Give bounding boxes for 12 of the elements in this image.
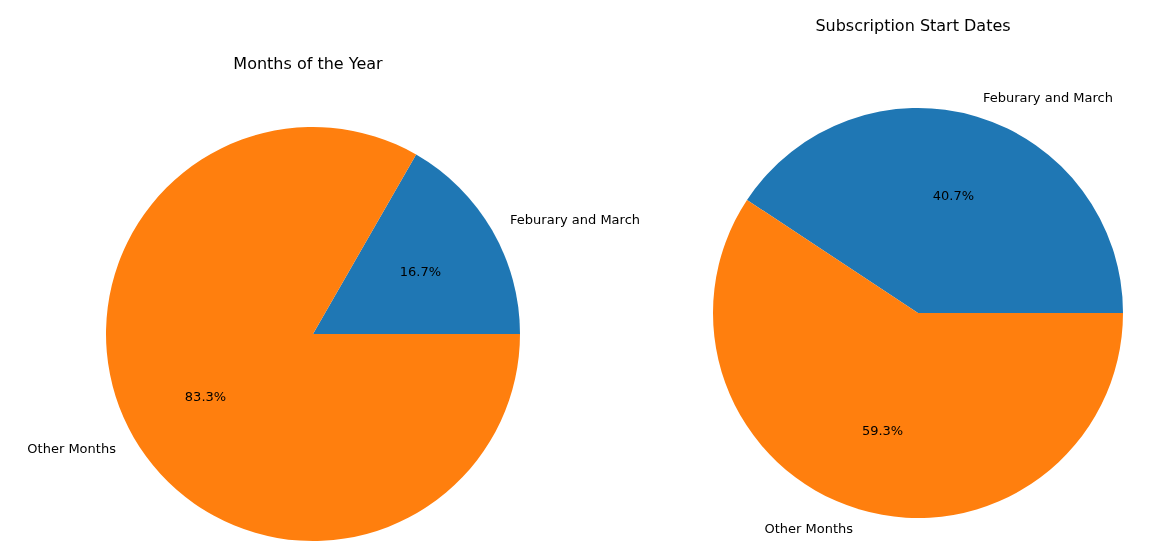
pie-slice (747, 108, 1123, 313)
pie-slice (713, 199, 1123, 518)
slice-label: Other Months (764, 521, 854, 537)
chart-title: Months of the Year (233, 53, 384, 73)
slice-label: Feburary and March (510, 212, 641, 228)
data-label: 40.7% (932, 187, 975, 203)
data-label: 83.3% (184, 388, 227, 404)
data-label: 59.3% (861, 423, 904, 439)
data-label: 16.7% (399, 264, 442, 280)
chart-title: Subscription Start Dates (815, 15, 1011, 35)
slice-label: Feburary and March (982, 89, 1113, 105)
slice-label: Other Months (27, 440, 117, 456)
